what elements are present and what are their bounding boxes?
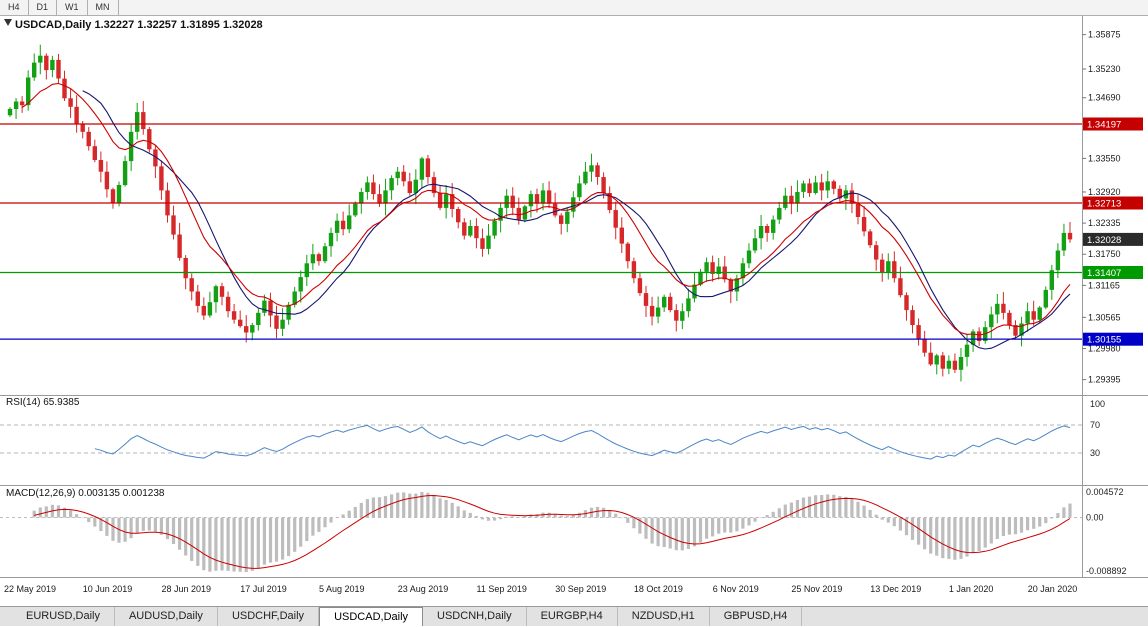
price-tick-label: 1.35230 (1088, 64, 1121, 74)
chart-tab-usdchf-daily[interactable]: USDCHF,Daily (218, 607, 320, 626)
price-tick-label: 1.33550 (1088, 153, 1121, 163)
date-label[interactable]: 17 Jul 2019 (240, 584, 287, 594)
date-label[interactable]: 13 Dec 2019 (870, 584, 921, 594)
chart-tab-eurusd-daily[interactable]: EURUSD,Daily (12, 607, 115, 626)
chart-tab-audusd-daily[interactable]: AUDUSD,Daily (115, 607, 218, 626)
price-badge-label: 1.34197 (1087, 120, 1121, 131)
date-label[interactable]: 5 Aug 2019 (319, 584, 365, 594)
price-tick-label: 1.30565 (1088, 312, 1121, 322)
price-badge (1083, 266, 1143, 279)
macd-histogram (32, 492, 1072, 572)
chart-symbol-ohlc-label: USDCAD,Daily 1.32227 1.32257 1.31895 1.3… (15, 19, 263, 31)
macd-axis-label: -0.008892 (1086, 566, 1127, 576)
date-label[interactable]: 23 Aug 2019 (398, 584, 449, 594)
macd-axis-label: 0.004572 (1086, 487, 1124, 497)
rsi-line (94, 424, 1071, 460)
ma-slow-line (82, 90, 1071, 350)
price-badge (1083, 232, 1143, 246)
price-badge (1083, 196, 1143, 210)
price-badge (1083, 332, 1143, 346)
date-label[interactable]: 10 Jun 2019 (83, 584, 133, 594)
macd-signal-line (34, 494, 1071, 569)
date-label[interactable]: 28 Jun 2019 (162, 584, 212, 594)
price-badge-label: 1.32713 (1087, 199, 1121, 210)
chart-tab-eurgbp-h4[interactable]: EURGBP,H4 (527, 607, 618, 626)
chart-tab-nzdusd-h1[interactable]: NZDUSD,H1 (618, 607, 710, 626)
chart-canvas[interactable]: 100 70 30 0.004572 0.00 -0.008892 1.35875 1.352… (0, 16, 1148, 606)
chart-tab-gbpusd-h4[interactable]: GBPUSD,H4 (710, 607, 803, 626)
chart-tab-usdcad-daily[interactable]: USDCAD,Daily (319, 607, 424, 626)
macd-axis-label: 0.00 (1086, 513, 1104, 523)
date-label[interactable]: 20 Jan 2020 (1028, 584, 1078, 594)
price-badge-label: 1.32028 (1087, 235, 1121, 246)
price-tick-label: 1.32335 (1088, 218, 1121, 228)
price-badge-label: 1.30155 (1087, 335, 1121, 346)
date-label[interactable]: 25 Nov 2019 (791, 584, 842, 594)
price-tick-label: 1.32920 (1088, 187, 1121, 197)
date-label[interactable]: 30 Sep 2019 (555, 584, 606, 594)
rsi-axis-label: 70 (1090, 420, 1100, 430)
period-button-mn[interactable]: MN (87, 0, 119, 15)
date-label[interactable]: 18 Oct 2019 (634, 584, 683, 594)
price-tick-label: 1.29980 (1088, 343, 1121, 353)
macd-indicator-label: MACD(12,26,9) 0.003135 0.001238 (6, 488, 165, 499)
period-toolbar: H4 D1 W1 MN (0, 0, 1148, 16)
period-button-h4[interactable]: H4 (0, 0, 29, 15)
ma-fast-line (21, 82, 1071, 336)
price-badge-label: 1.31407 (1087, 268, 1121, 279)
date-label[interactable]: 6 Nov 2019 (713, 584, 759, 594)
date-label[interactable]: 11 Sep 2019 (477, 584, 527, 594)
chart-tab-usdcnh-daily[interactable]: USDCNH,Daily (423, 607, 527, 626)
period-button-d1[interactable]: D1 (28, 0, 58, 15)
price-badge (1083, 117, 1143, 131)
price-tick-label: 1.29395 (1088, 375, 1121, 385)
period-button-w1[interactable]: W1 (57, 0, 88, 15)
rsi-axis-label: 30 (1090, 448, 1100, 458)
price-tick-label: 1.31750 (1088, 249, 1121, 259)
rsi-indicator-label: RSI(14) 65.9385 (6, 397, 80, 408)
rsi-axis-label: 100 (1090, 399, 1105, 409)
chart-tabs-bar: EURUSD,Daily AUDUSD,Daily USDCHF,Daily USDC… (0, 606, 1148, 626)
price-tick-label: 1.34690 (1088, 93, 1121, 103)
date-label[interactable]: 22 May 2019 (4, 584, 56, 594)
price-tick-label: 1.35875 (1088, 30, 1121, 40)
price-tick-label: 1.31165 (1088, 280, 1120, 290)
candles-layer (7, 44, 1073, 382)
date-label[interactable]: 1 Jan 2020 (949, 584, 994, 594)
one-click-trading-icon[interactable] (4, 19, 12, 26)
